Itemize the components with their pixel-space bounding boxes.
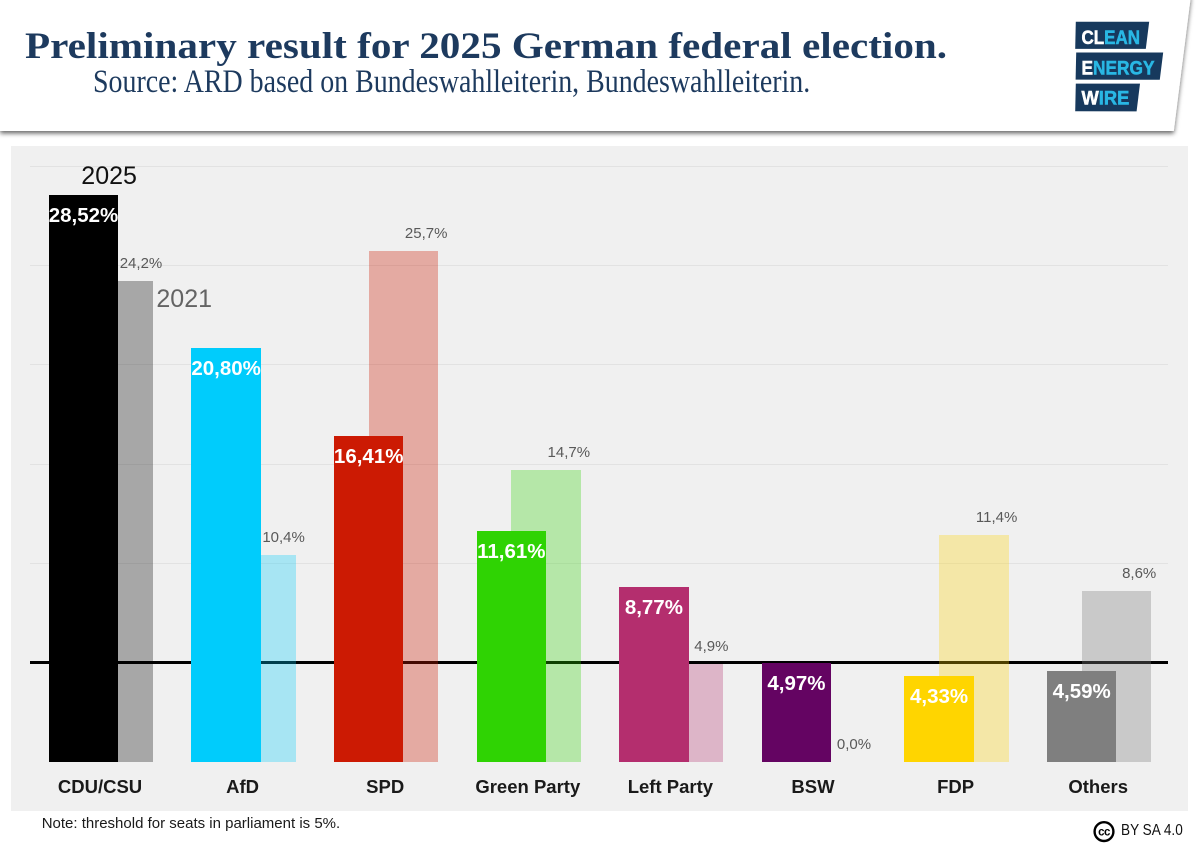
svg-text:WIRE: WIRE (1082, 87, 1130, 109)
svg-text:CLEAN: CLEAN (1082, 27, 1141, 49)
svg-text:cc: cc (1098, 827, 1111, 839)
svg-text:ENERGY: ENERGY (1082, 57, 1155, 79)
